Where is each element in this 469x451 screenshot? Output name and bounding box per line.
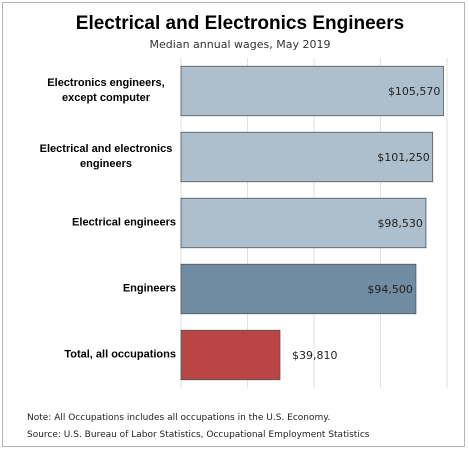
note: Note: All Occupations includes all occup… bbox=[27, 413, 330, 423]
category-text: Electrical and electronics engineers bbox=[39, 143, 173, 170]
bar bbox=[180, 65, 444, 117]
category-text: Electrical engineers bbox=[72, 216, 176, 229]
category-label: Electrical and electronics engineers bbox=[16, 142, 176, 172]
chart-subtitle: Median annual wages, May 2019 bbox=[150, 38, 331, 51]
bar bbox=[180, 263, 417, 315]
category-label: Electronics engineers, except computer bbox=[16, 76, 176, 106]
category-label: Total, all occupations bbox=[16, 348, 176, 363]
category-text: Electronics engineers, except computer bbox=[47, 77, 165, 104]
value-label: $101,250 bbox=[377, 151, 430, 164]
bar bbox=[180, 131, 434, 183]
value-label: $98,530 bbox=[377, 217, 423, 230]
frame bbox=[2, 2, 465, 447]
chart-title: Electrical and Electronics Engineers bbox=[76, 13, 404, 34]
bar bbox=[180, 197, 427, 249]
bar bbox=[180, 329, 281, 381]
category-label: Electrical engineers bbox=[16, 216, 176, 231]
category-text: Engineers bbox=[122, 282, 176, 295]
category-label: Engineers bbox=[16, 282, 176, 297]
category-text: Total, all occupations bbox=[64, 348, 176, 361]
value-label: $94,500 bbox=[367, 283, 413, 296]
value-label: $39,810 bbox=[292, 349, 338, 362]
value-label: $105,570 bbox=[388, 85, 441, 98]
source: Source: U.S. Bureau of Labor Statistics,… bbox=[27, 430, 370, 440]
